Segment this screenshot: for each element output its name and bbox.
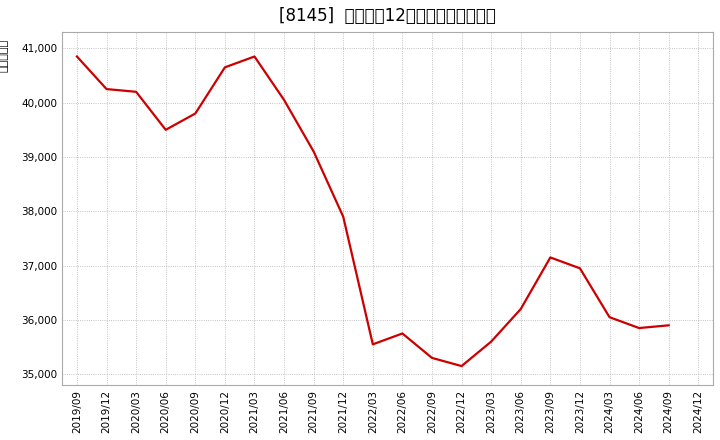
Title: [8145]  売上高の12か月移動合計の推移: [8145] 売上高の12か月移動合計の推移	[279, 7, 496, 25]
Text: （百万円）: （百万円）	[0, 39, 9, 72]
